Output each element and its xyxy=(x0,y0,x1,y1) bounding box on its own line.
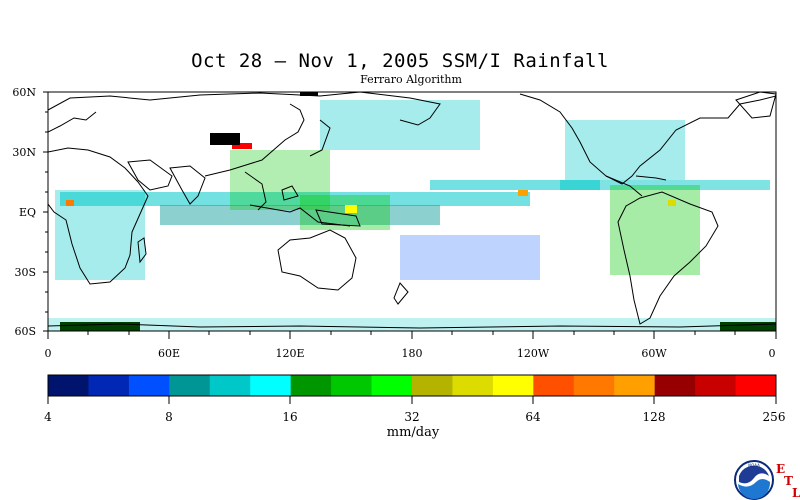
colorbar-swatch xyxy=(88,375,130,396)
colorbar-tick-label: 8 xyxy=(165,410,173,424)
lon-label: 120W xyxy=(517,347,550,360)
colorbar-tick-label: 32 xyxy=(404,410,419,424)
colorbar-swatch xyxy=(654,375,696,396)
lat-label: 60N xyxy=(12,86,36,99)
noaa-logo-icon: NOAA xyxy=(734,460,774,500)
lat-axis: 60N 30N EQ 30S 60S xyxy=(12,86,48,338)
map-title: Oct 28 – Nov 1, 2005 SSM/I Rainfall xyxy=(191,50,609,72)
colorbar-unit-label: mm/day xyxy=(386,425,440,440)
colorbar-swatch xyxy=(492,375,534,396)
colorbar-swatch xyxy=(371,375,413,396)
colorbar-swatch xyxy=(331,375,373,396)
colorbar-tick-label: 64 xyxy=(525,410,541,424)
colorbar-swatch xyxy=(533,375,575,396)
logo-letter-l: L xyxy=(792,486,800,500)
colorbar-swatch xyxy=(128,375,170,396)
lon-label: 120E xyxy=(275,347,304,360)
colorbar-swatch xyxy=(695,375,737,396)
colorbar-ticks xyxy=(47,396,777,404)
colorbar-swatch xyxy=(614,375,656,396)
lon-label: 180 xyxy=(402,347,423,360)
lat-label: EQ xyxy=(19,206,36,219)
noaa-etl-logo: NOAA E T L xyxy=(734,460,800,500)
lon-label: 60E xyxy=(158,347,180,360)
lat-label: 30N xyxy=(12,146,36,159)
colorbar-swatches xyxy=(48,375,777,396)
colorbar-swatch xyxy=(250,375,292,396)
noaa-logo-text: NOAA xyxy=(748,463,760,468)
colorbar-swatch xyxy=(290,375,332,396)
lon-axis: 0 60E 120E 180 120W 60W 0 xyxy=(45,331,777,360)
logo-letter-t: T xyxy=(784,474,793,488)
lon-label: 0 xyxy=(769,347,776,360)
lon-label: 60W xyxy=(641,347,667,360)
colorbar-tick-label: 16 xyxy=(282,410,297,424)
colorbar-swatch xyxy=(48,375,89,396)
colorbar-tick-label: 4 xyxy=(44,410,52,424)
colorbar-tick-label: 256 xyxy=(763,410,786,424)
map-subtitle: Ferraro Algorithm xyxy=(360,73,462,86)
colorbar-swatch xyxy=(169,375,211,396)
colorbar-swatch xyxy=(412,375,453,396)
colorbar-swatch xyxy=(735,375,777,396)
colorbar-swatch xyxy=(573,375,615,396)
lat-label: 30S xyxy=(14,266,36,279)
lat-label: 60S xyxy=(14,325,36,338)
colorbar-tick-label: 128 xyxy=(643,410,666,424)
colorbar-swatch xyxy=(452,375,494,396)
colorbar-swatch xyxy=(209,375,251,396)
coastlines xyxy=(48,92,776,329)
lon-label: 0 xyxy=(45,347,52,360)
logo-letter-e: E xyxy=(776,462,785,476)
